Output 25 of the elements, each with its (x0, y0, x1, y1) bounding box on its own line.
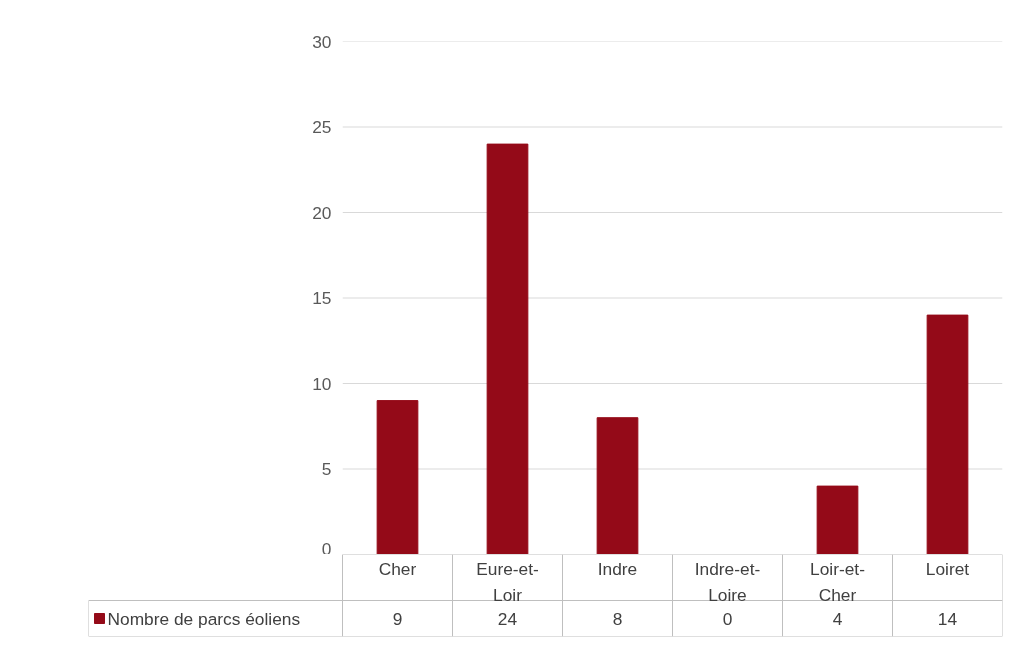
bar (816, 485, 859, 554)
data-label: 0 (722, 608, 733, 629)
x-tick-label: Cher (378, 558, 417, 579)
y-tick-label: 0 (321, 538, 332, 559)
x-tick-label: Eure-et-Loir (476, 558, 539, 605)
legend-label: Nombre de parcs éoliens (107, 608, 301, 629)
data-label: 24 (497, 608, 518, 629)
data-label: 4 (832, 608, 843, 629)
y-tick-label: 15 (312, 288, 332, 308)
bar (486, 143, 529, 554)
x-tick-label: Loir-et-Cher (810, 558, 865, 605)
data-label: 9 (392, 608, 403, 629)
y-tick-label: 10 (312, 373, 332, 394)
x-tick-label: Indre (597, 558, 638, 579)
x-tick-label: Indre-et-Loire (694, 558, 761, 605)
y-tick-label: 20 (312, 202, 332, 223)
y-tick-label: 30 (312, 31, 332, 52)
data-label: 8 (612, 608, 623, 629)
y-tick-label: 5 (321, 459, 332, 479)
bar (596, 417, 639, 554)
y-tick-label: 25 (312, 117, 332, 137)
x-tick-label: Loiret (925, 558, 970, 579)
bar (376, 400, 419, 554)
data-label: 14 (937, 608, 958, 629)
bar (926, 314, 969, 554)
